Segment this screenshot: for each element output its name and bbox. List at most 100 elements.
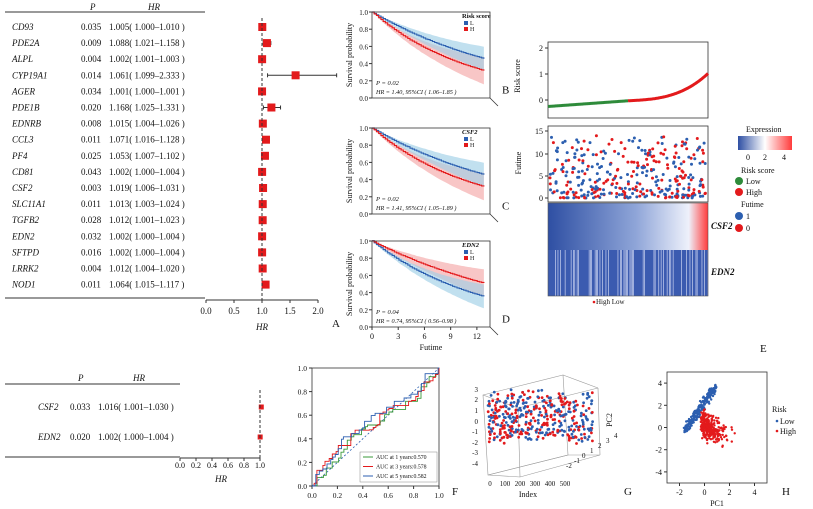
hr-value: 1.002( 1.000–1.004 ) (109, 167, 185, 177)
pca2d-point-high (705, 421, 709, 425)
futime-point (579, 188, 583, 192)
futime-point (680, 144, 684, 148)
futime-point (662, 152, 665, 156)
gene-label: CYP19A1 (12, 70, 48, 80)
km-callout (489, 326, 499, 336)
futime-point (570, 146, 574, 150)
pca3d-point (572, 415, 576, 418)
futime-point (668, 195, 672, 199)
pca2d-point-high (709, 431, 712, 434)
futime-point (615, 181, 619, 185)
heatmap-cell (591, 250, 592, 296)
pca3d-point (580, 439, 584, 443)
z-tick-label: 3 (475, 386, 479, 394)
pca3d-point (540, 425, 543, 429)
pca3d-point (575, 442, 578, 445)
heatmap-cell (623, 250, 625, 296)
pca3d-point (579, 414, 583, 418)
heatmap-cell (654, 250, 656, 296)
pca2d-point-low (689, 423, 692, 426)
heatmap-cell (686, 250, 687, 296)
diagonal-reference (311, 367, 440, 487)
pca2d-point-high (721, 433, 724, 437)
pca3d-point (515, 414, 519, 418)
roc-legend-label: AUC at 3 years:0.578 (376, 465, 427, 471)
x-tick-label: 0 (703, 488, 707, 497)
futime-point (656, 194, 660, 198)
pca3d-point (502, 415, 506, 419)
pca2d-point-high (700, 423, 704, 426)
pca3d-point (548, 399, 552, 403)
p-value: 0.034 (81, 86, 102, 96)
futime-point (573, 152, 577, 156)
y-tick-label: 1.0 (298, 364, 308, 373)
panel-label-b: B (502, 85, 509, 97)
legend-dot-0 (735, 224, 743, 232)
p-value: 0.003 (81, 183, 102, 193)
futime-point (643, 149, 647, 152)
y-tick-label: 1 (590, 447, 594, 455)
pca3d-point (500, 436, 504, 440)
roc-legend-label: AUC at 5 years:0.582 (376, 474, 427, 480)
heatmap-cell (608, 250, 609, 296)
pca2d-point-high (719, 426, 722, 430)
futime-point (563, 139, 567, 143)
futime-point (676, 189, 680, 193)
pca3d-point (490, 416, 493, 420)
pca3d-point (540, 388, 544, 392)
heatmap-cell (629, 250, 631, 296)
pca3d-point (499, 405, 503, 409)
pca2d-point-high (709, 438, 713, 441)
futime-legend-1: 1 (746, 212, 750, 221)
x-tick-label: 100 (500, 480, 511, 488)
y-tick-label: 0.6 (298, 411, 308, 420)
futime-point (580, 154, 584, 158)
pca3d-point (574, 435, 578, 439)
heatmap-cell (660, 250, 662, 296)
futime-point (548, 176, 552, 180)
futime-point (549, 188, 552, 192)
pca3d-point (531, 425, 534, 429)
pca3d-point (590, 399, 594, 403)
pca3d-point (524, 420, 528, 424)
futime-point (665, 156, 669, 160)
pca3d-point (504, 410, 508, 413)
legend-low: L (470, 21, 474, 27)
pca2d-point-high (722, 424, 725, 427)
legend-high: H (470, 143, 475, 149)
pca3d-point (551, 423, 555, 426)
futime-point (626, 196, 630, 200)
pca3d-point (581, 404, 585, 408)
y-tick-label: -2 (655, 446, 662, 455)
futime-point (701, 194, 705, 198)
pca3d-point (563, 419, 567, 423)
hr-value: 1.088( 1.021–1.158 ) (109, 38, 185, 48)
pca3d-point (579, 433, 583, 436)
futime-point (687, 186, 691, 190)
pca3d-point (493, 432, 496, 435)
futime-point (555, 150, 559, 154)
gene-label: EDNRB (11, 119, 41, 129)
futime-point (683, 142, 687, 146)
pca3d-point (517, 424, 521, 427)
p-value: 0.011 (81, 199, 101, 209)
pca3d-point (508, 425, 512, 429)
pca3d-point (542, 398, 546, 402)
gene-label: ALPL (11, 54, 33, 64)
gene-label: EDN2 (11, 231, 35, 241)
legend-swatch-low (464, 21, 468, 25)
futime-point (602, 149, 606, 153)
futime-point (577, 183, 581, 187)
futime-point (565, 196, 569, 200)
pca3d-point (506, 436, 509, 439)
pca3d-point (561, 433, 565, 437)
futime-point (577, 196, 581, 200)
km-curve-low (372, 11, 485, 59)
futime-point (596, 162, 599, 166)
futime-point (653, 193, 656, 197)
hr-marker (258, 216, 267, 225)
futime-point (632, 160, 636, 164)
futime-point (608, 191, 612, 195)
futime-point (583, 172, 587, 176)
pca3d-point (583, 432, 586, 436)
